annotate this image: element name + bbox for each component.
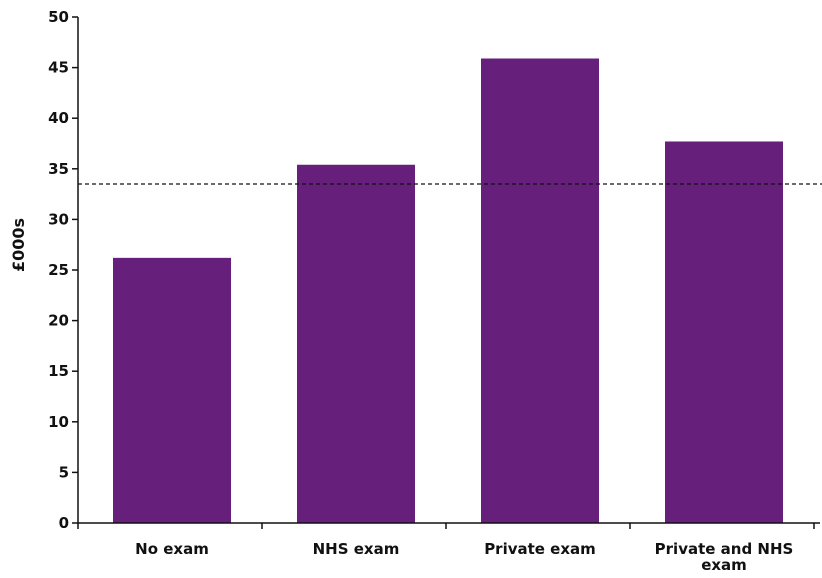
- y-tick-label-7: 35: [48, 160, 69, 178]
- bar-1: [297, 164, 415, 523]
- bars-group: [113, 58, 783, 523]
- y-tick-label-2: 10: [48, 413, 69, 431]
- x-category-label-3-line-1: exam: [701, 556, 747, 574]
- y-ticks-group: 0 5 10 15 20 25 30 35 40 45 50: [48, 8, 78, 532]
- x-category-label-0: No exam: [135, 540, 209, 558]
- y-axis-title: £000s: [9, 218, 28, 272]
- y-tick-label-1: 5: [59, 463, 69, 481]
- x-labels-group: No exam NHS exam Private exam Private and N…: [77, 523, 815, 574]
- x-category-label-3-line-0: Private and NHS: [655, 540, 794, 558]
- y-tick-label-9: 45: [48, 59, 69, 77]
- bar-3: [665, 141, 783, 523]
- bar-0: [113, 257, 231, 523]
- x-category-label-2: Private exam: [484, 540, 596, 558]
- x-category-label-1: NHS exam: [313, 540, 400, 558]
- y-tick-label-8: 40: [48, 109, 69, 127]
- y-tick-label-6: 30: [48, 210, 69, 228]
- y-tick-label-4: 20: [48, 312, 69, 330]
- y-tick-label-0: 0: [59, 514, 69, 532]
- y-tick-label-3: 15: [48, 362, 69, 380]
- y-tick-label-5: 25: [48, 261, 69, 279]
- bar-2: [481, 58, 599, 523]
- y-tick-label-10: 50: [48, 8, 69, 26]
